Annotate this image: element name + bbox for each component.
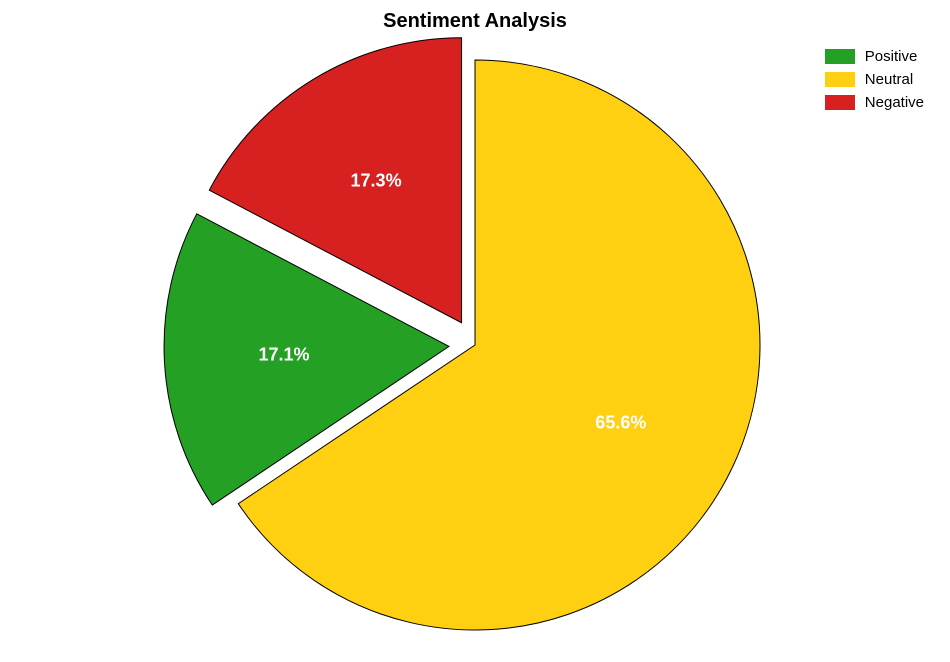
legend-label: Positive [865,48,918,65]
legend-label: Neutral [865,71,913,88]
legend-swatch [825,72,855,87]
legend: Positive Neutral Negative [825,48,924,117]
slice-label-neutral: 65.6% [595,412,646,433]
legend-item-negative: Negative [825,94,924,111]
legend-label: Negative [865,94,924,111]
slice-label-positive: 17.1% [258,345,309,366]
legend-swatch [825,49,855,64]
pie-chart [0,0,950,662]
legend-item-neutral: Neutral [825,71,924,88]
slice-label-negative: 17.3% [351,171,402,192]
legend-swatch [825,95,855,110]
legend-item-positive: Positive [825,48,924,65]
